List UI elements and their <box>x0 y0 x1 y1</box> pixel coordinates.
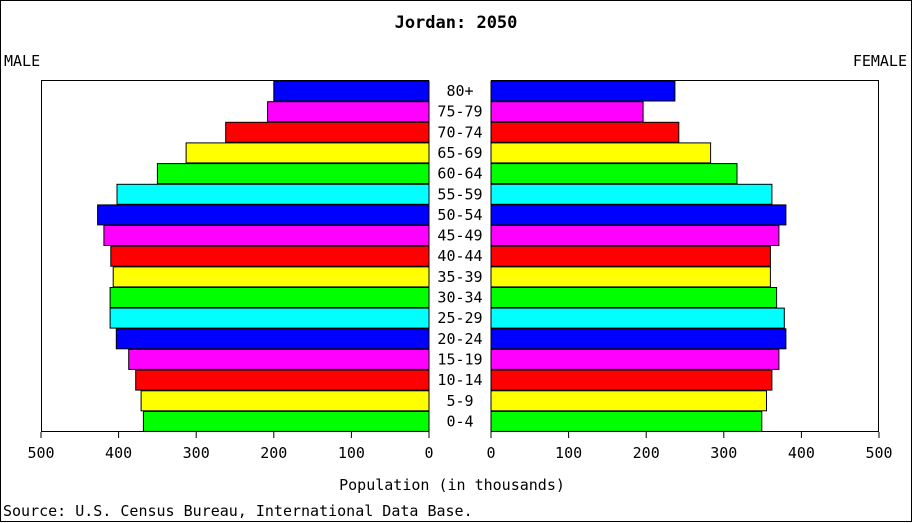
female-bar-75-79 <box>490 101 644 123</box>
male-bar-70-74 <box>225 121 430 143</box>
male-bar-80+ <box>273 80 430 102</box>
female-label: FEMALE <box>853 52 907 70</box>
female-bar-25-29 <box>490 307 785 329</box>
age-label: 65-69 <box>437 144 482 162</box>
chart-title: Jordan: 2050 <box>395 13 518 33</box>
male-bar-65-69 <box>185 142 430 164</box>
age-label: 0-4 <box>446 412 473 430</box>
female-bar-60-64 <box>490 163 738 185</box>
male-bar-75-79 <box>267 101 430 123</box>
female-bar-10-14 <box>490 369 773 391</box>
male-tick-label: 100 <box>338 444 365 462</box>
male-bar-35-39 <box>112 266 430 288</box>
age-label: 40-44 <box>437 247 482 265</box>
age-label: 35-39 <box>437 268 482 286</box>
female-bar-15-19 <box>490 348 780 370</box>
male-bar-10-14 <box>135 369 430 391</box>
female-bar-0-4 <box>490 410 763 432</box>
male-bar-30-34 <box>109 287 430 308</box>
female-bar-65-69 <box>490 142 712 164</box>
age-label: 20-24 <box>437 330 482 348</box>
female-bars <box>490 80 787 432</box>
male-tick-label: 300 <box>183 444 210 462</box>
female-bar-35-39 <box>490 266 771 288</box>
female-tick-label: 100 <box>555 444 582 462</box>
female-tick-label: 400 <box>788 444 815 462</box>
female-tick-label: 500 <box>865 444 892 462</box>
male-bar-45-49 <box>103 225 430 246</box>
age-label: 55-59 <box>437 185 482 203</box>
male-bar-25-29 <box>109 307 430 329</box>
male-bar-50-54 <box>97 204 430 226</box>
female-bar-80+ <box>490 80 676 102</box>
male-bar-20-24 <box>115 328 430 350</box>
x-axis-title: Population (in thousands) <box>339 476 565 494</box>
age-group-labels: 80+ 75-79 70-74 65-69 60-64 55-59 50-54 45-49 40… <box>437 82 482 430</box>
female-bar-20-24 <box>490 328 787 350</box>
male-bars <box>97 80 430 432</box>
female-bar-45-49 <box>490 225 780 246</box>
female-bar-55-59 <box>490 183 773 205</box>
source-note: Source: U.S. Census Bureau, Internationa… <box>3 502 473 520</box>
male-bar-5-9 <box>140 390 430 412</box>
age-label: 60-64 <box>437 165 482 183</box>
female-bar-70-74 <box>490 121 680 143</box>
age-label: 45-49 <box>437 227 482 245</box>
male-bar-60-64 <box>156 163 430 185</box>
age-label: 75-79 <box>437 103 482 121</box>
age-label: 70-74 <box>437 123 482 141</box>
female-bar-30-34 <box>490 287 778 308</box>
male-tick-label: 400 <box>105 444 132 462</box>
female-bar-5-9 <box>490 390 767 412</box>
male-tick-label: 200 <box>260 444 287 462</box>
female-tick-label: 0 <box>486 444 495 462</box>
male-bar-55-59 <box>116 183 430 205</box>
male-tick-label: 0 <box>424 444 433 462</box>
female-bar-50-54 <box>490 204 787 226</box>
age-label: 25-29 <box>437 309 482 327</box>
female-tick-label: 200 <box>633 444 660 462</box>
male-label: MALE <box>4 52 40 70</box>
male-bar-0-4 <box>142 410 430 432</box>
male-tick-label: 500 <box>27 444 54 462</box>
age-label: 5-9 <box>446 392 473 410</box>
female-tick-label: 300 <box>710 444 737 462</box>
x-axis-ticks: 500 400 300 200 100 0 0 100 200 300 400 500 <box>27 432 893 462</box>
male-bar-15-19 <box>128 348 430 370</box>
age-label: 30-34 <box>437 289 482 307</box>
female-bar-40-44 <box>490 245 771 267</box>
age-label: 50-54 <box>437 206 482 224</box>
age-label: 80+ <box>446 82 473 100</box>
age-label: 10-14 <box>437 371 482 389</box>
male-bar-40-44 <box>110 245 430 267</box>
age-label: 15-19 <box>437 350 482 368</box>
